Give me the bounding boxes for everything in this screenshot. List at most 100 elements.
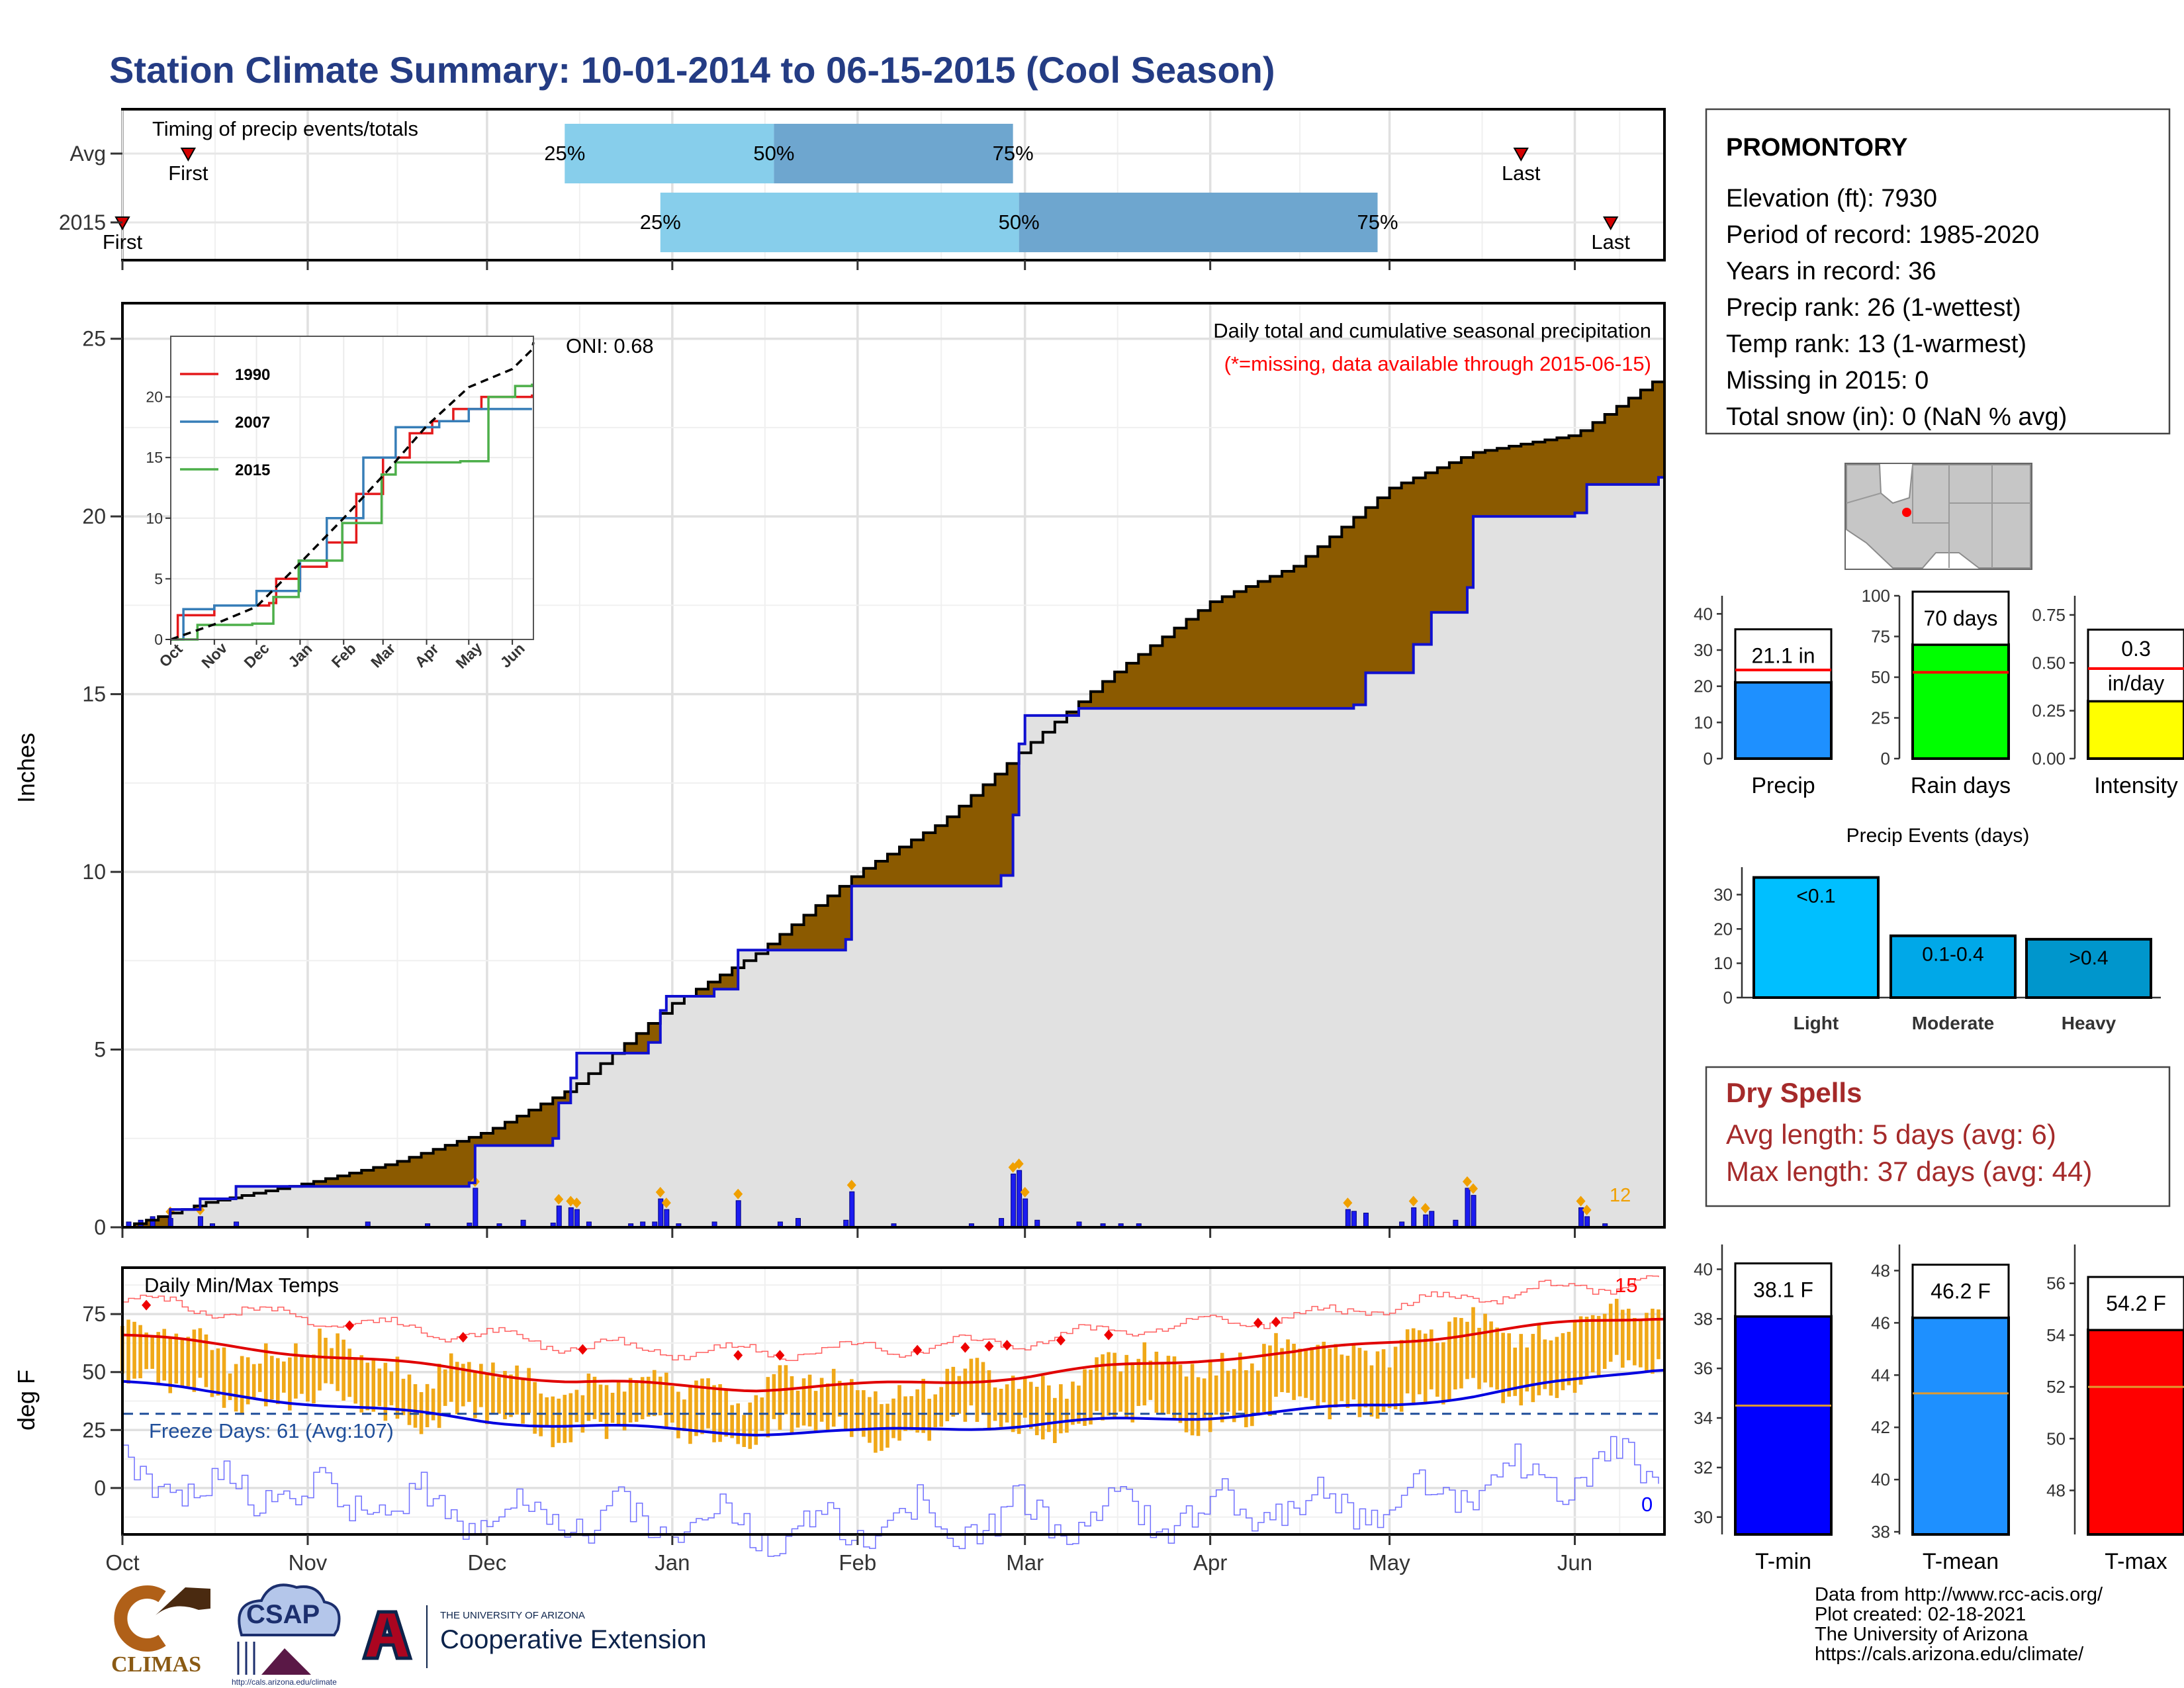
record-high-marker-icon: [345, 1320, 355, 1331]
stat-value-box: [1911, 590, 2010, 646]
daily-temp-range: [359, 1355, 364, 1413]
precip-y-tick-label: 0: [94, 1215, 106, 1239]
climas-logo: CLIMAS: [111, 1585, 210, 1677]
stat-y-tick-label: 36: [1694, 1358, 1713, 1378]
daily-temp-range: [1584, 1317, 1589, 1378]
daily-temp-range: [407, 1374, 412, 1425]
daily-temp-range: [730, 1405, 734, 1438]
events-title: Precip Events (days): [1846, 825, 2030, 847]
daily-temp-range: [874, 1391, 878, 1453]
record-high-marker-icon: [578, 1344, 588, 1355]
daily-temp-range: [365, 1362, 370, 1411]
stat-y-tick-label: 38: [1694, 1309, 1713, 1329]
daily-temp-range: [192, 1329, 197, 1392]
daily-temp-range: [1268, 1345, 1272, 1417]
stat-bar: [1734, 680, 1833, 760]
precip-y-tick-label: 10: [82, 860, 106, 884]
stat-y-tick-label: 30: [1694, 640, 1713, 660]
daily-temp-range: [479, 1364, 483, 1407]
daily-temp-range: [1627, 1309, 1631, 1360]
daily-temp-range: [330, 1348, 334, 1384]
daily-temp-range: [724, 1389, 728, 1437]
daily-precip-bar: [1411, 1207, 1417, 1228]
stat-value-label: 46.2 F: [1931, 1279, 1991, 1303]
daily-temp-range: [1196, 1377, 1201, 1436]
daily-temp-range: [455, 1362, 459, 1415]
daily-temp-range: [1549, 1340, 1553, 1396]
timing-last-label: Last: [1502, 162, 1541, 185]
dry-spells-avg: Avg length: 5 days (avg: 6): [1726, 1119, 2056, 1150]
daily-temp-range: [1154, 1351, 1159, 1413]
precip-y-label: Inches: [13, 733, 40, 803]
temp-y-tick-label: 25: [82, 1418, 106, 1442]
daily-temp-range: [748, 1402, 752, 1449]
daily-temp-range: [1053, 1397, 1057, 1443]
events-category-label: Heavy: [2062, 1013, 2116, 1033]
daily-temp-range: [706, 1378, 710, 1429]
daily-temp-range: [1208, 1359, 1212, 1432]
daily-temp-range: [491, 1362, 495, 1415]
temp-average-line: [122, 1317, 1665, 1393]
daily-temp-range: [1328, 1348, 1332, 1420]
daily-temp-range: [1441, 1342, 1445, 1405]
daily-temp-range: [174, 1333, 179, 1384]
daily-max-marker-icon: [655, 1187, 665, 1198]
daily-temp-range: [1471, 1307, 1475, 1378]
stat-y-tick-label: 38: [1871, 1522, 1890, 1542]
stat-bar: [2087, 1329, 2184, 1536]
daily-temp-range: [222, 1347, 226, 1408]
daily-temp-range: [257, 1363, 262, 1392]
daily-temp-range: [1077, 1385, 1081, 1424]
daily-temp-range: [807, 1374, 812, 1427]
stat-y-tick-label: 48: [1871, 1260, 1890, 1280]
month-label: Dec: [468, 1550, 507, 1575]
daily-precip-bar: [1471, 1195, 1477, 1228]
daily-temp-range: [1525, 1347, 1529, 1392]
daily-temp-range: [425, 1383, 430, 1428]
stat-value-label: 21.1 in: [1751, 644, 1815, 668]
daily-temp-range: [999, 1388, 1003, 1427]
daily-temp-range: [485, 1372, 489, 1425]
daily-temp-range: [939, 1387, 944, 1427]
record-high-marker-icon: [984, 1340, 994, 1352]
daily-temp-range: [766, 1377, 770, 1438]
dry-spells-title: Dry Spells: [1726, 1077, 1862, 1108]
daily-temp-range: [1651, 1308, 1655, 1374]
daily-temp-range: [1220, 1352, 1224, 1423]
daily-max-marker-icon: [1469, 1183, 1479, 1194]
daily-temp-range: [927, 1399, 931, 1441]
daily-temp-range: [467, 1362, 471, 1402]
timing-q25-label: 25%: [544, 142, 585, 165]
daily-precip-bar: [1023, 1198, 1028, 1228]
timing-first-label: First: [168, 162, 208, 185]
stat-panel-precip: 0 10 20 30 40 21.1 in Precip: [1694, 596, 1833, 798]
stat-panel-intensity: 0.00 0.25 0.50 0.75 0.3 in/day Intensity: [2032, 596, 2184, 798]
temp-daily-ranges: [120, 1299, 1661, 1453]
temp-stat-bars: 30 32 34 36 38 40 38.1 F T-min 38 40 42 44 46 48 46.2 …: [1694, 1244, 2184, 1574]
first-marker-icon: [180, 148, 197, 162]
daily-temp-range: [336, 1333, 340, 1391]
stat-y-tick-label: 25: [1871, 708, 1890, 728]
inset-legend: 1990 2007 2015: [180, 366, 270, 479]
stat-y-tick-label: 0.25: [2032, 701, 2066, 721]
dry-spells-frame: [1705, 1066, 2171, 1207]
daily-temp-range: [288, 1357, 292, 1411]
temp-average-line: [122, 1368, 1665, 1436]
daily-temp-range: [1322, 1341, 1326, 1403]
freeze-days-label: Freeze Days: 61 (Avg:107): [149, 1419, 394, 1442]
daily-precip-bar: [568, 1207, 574, 1228]
record-high-marker-icon: [1271, 1317, 1281, 1328]
daily-temp-range: [694, 1380, 698, 1436]
daily-temp-range: [168, 1338, 173, 1393]
credit-line: Plot created: 02-18-2021: [1815, 1604, 2026, 1625]
daily-temp-range: [1034, 1386, 1039, 1436]
daily-temp-range: [204, 1334, 208, 1387]
daily-temp-range: [1214, 1375, 1218, 1415]
daily-max-marker-icon: [661, 1197, 671, 1209]
daily-temp-range: [909, 1396, 913, 1430]
daily-temp-range: [294, 1343, 298, 1399]
daily-temp-range: [341, 1339, 345, 1401]
daily-temp-range: [527, 1368, 531, 1413]
daily-temp-range: [1113, 1352, 1116, 1420]
record-high-marker-icon: [142, 1299, 152, 1311]
